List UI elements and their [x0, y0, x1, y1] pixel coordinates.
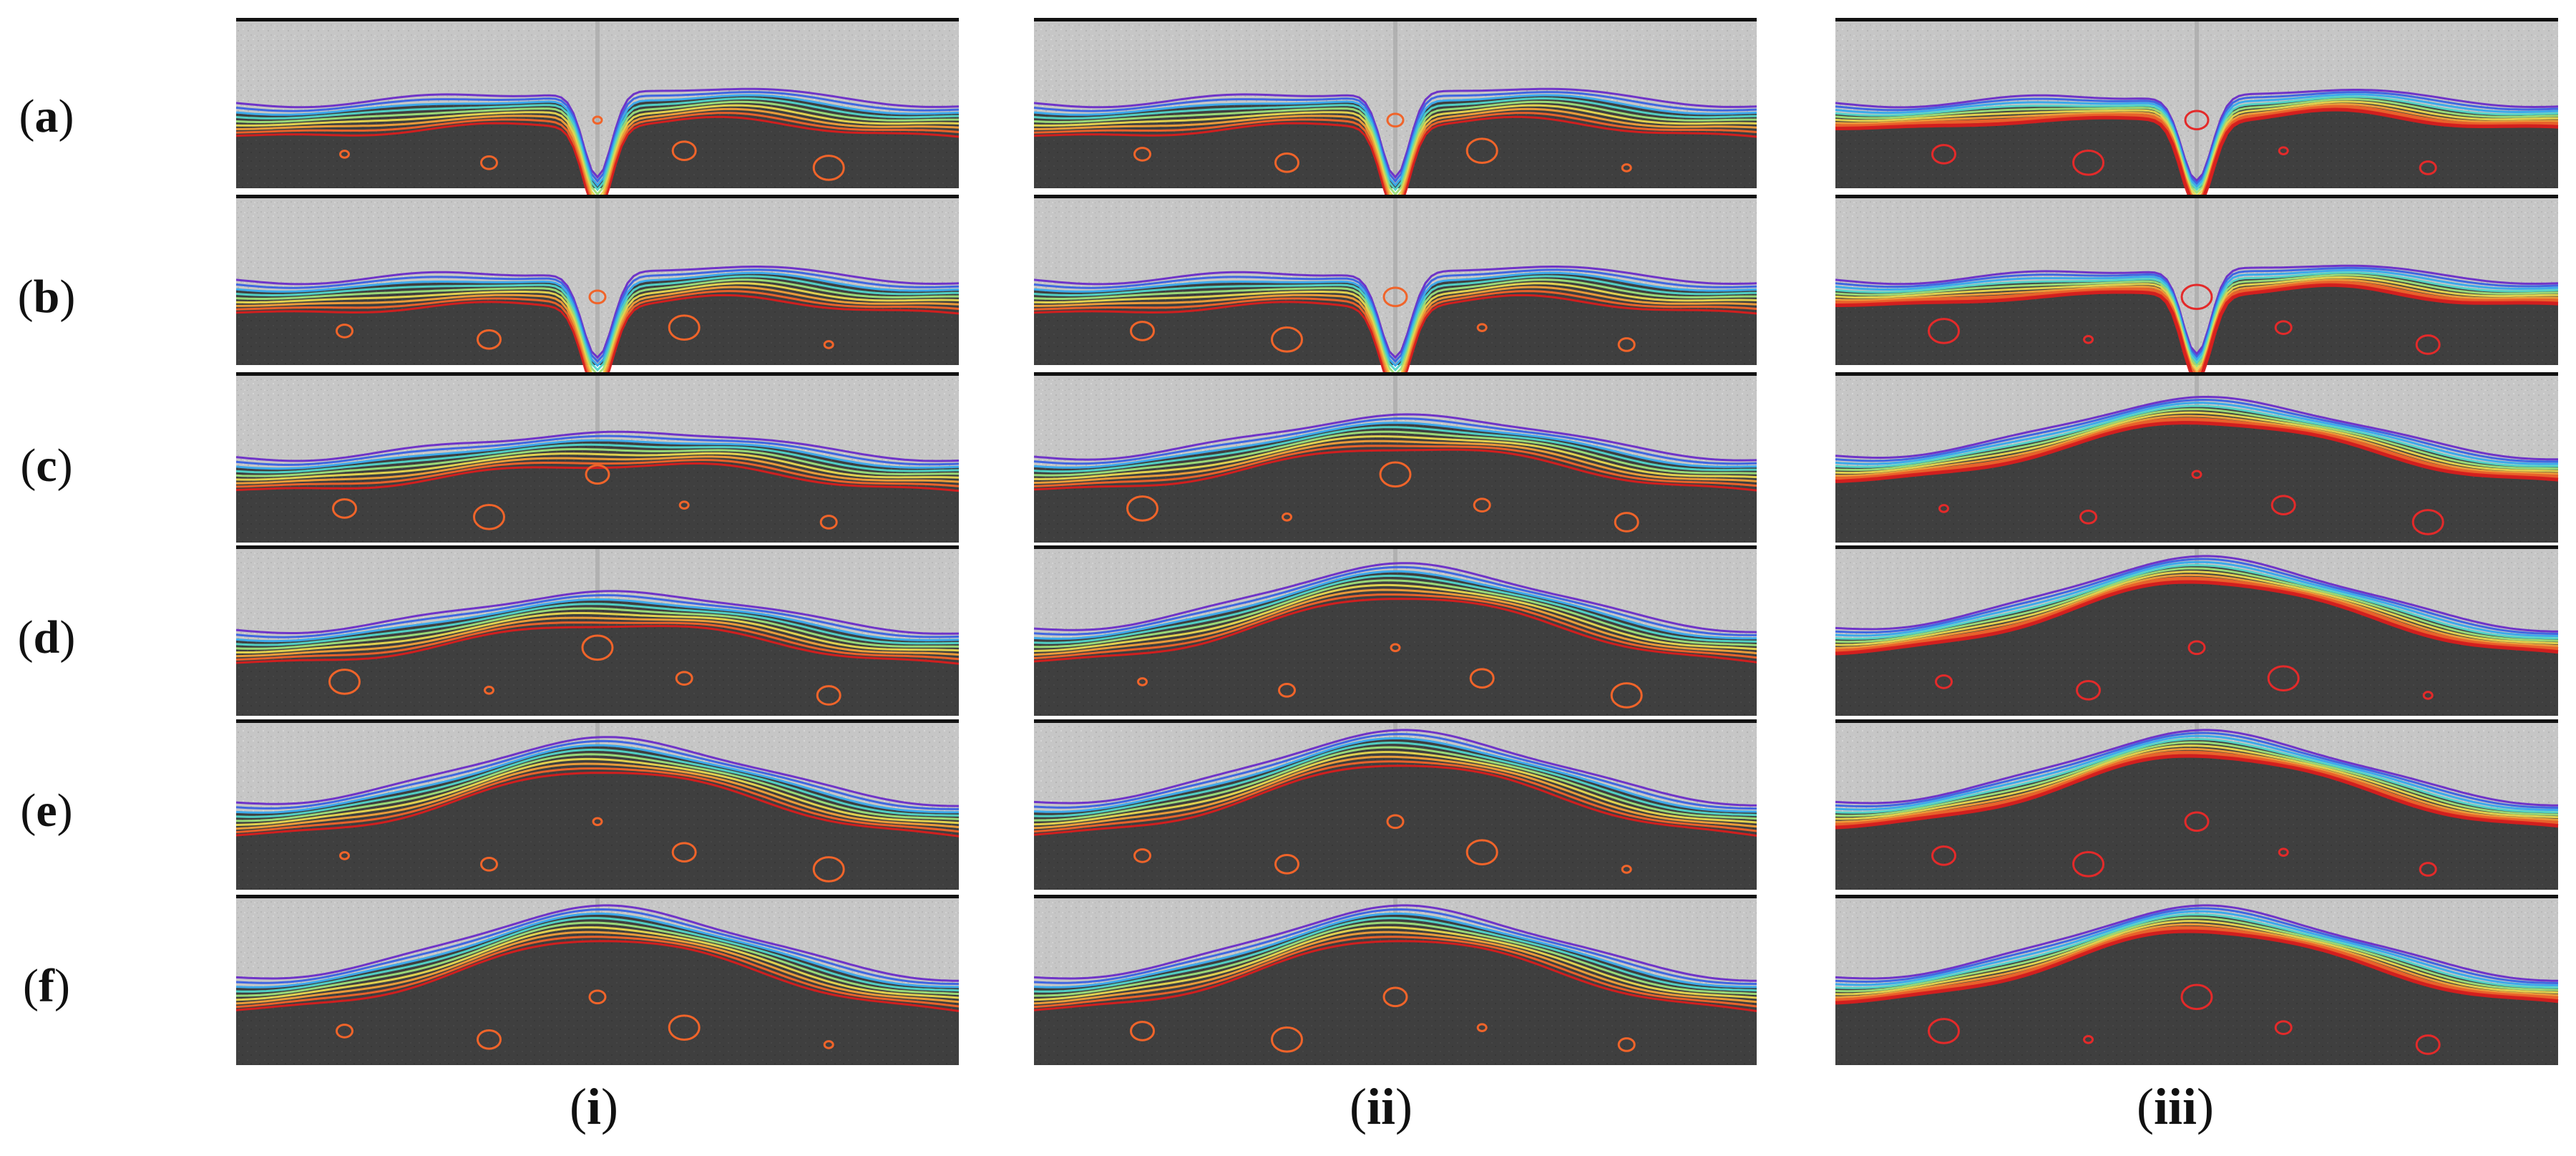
row-label-c: (c) [20, 439, 73, 492]
column-label-ii: (ii) [1350, 1078, 1413, 1135]
panel-r1-c1 [1033, 195, 1757, 395]
row-label-b: (b) [17, 271, 76, 323]
row-label-d: (d) [17, 611, 76, 664]
panel-r5-c0 [235, 895, 960, 1065]
panel-r2-c0 [235, 372, 960, 543]
row-label-f: (f) [23, 960, 70, 1012]
row-label-e: (e) [20, 785, 73, 837]
panel-r0-c1 [1033, 18, 1757, 215]
panel-r2-c2 [1835, 372, 2559, 543]
panel-r5-c1 [1033, 895, 1757, 1065]
panel-r4-c2 [1835, 719, 2559, 890]
panel-r0-c0 [235, 18, 960, 215]
panel-r5-c2 [1835, 895, 2559, 1065]
panel-r3-c2 [1835, 545, 2559, 716]
panel-r3-c1 [1033, 545, 1757, 716]
panel-r4-c1 [1033, 719, 1757, 890]
panel-r2-c1 [1033, 372, 1757, 543]
panel-r0-c2 [1835, 18, 2559, 210]
row-label-a: (a) [19, 90, 74, 142]
panel-r4-c0 [235, 719, 960, 890]
panel-r1-c2 [1835, 195, 2559, 383]
column-label-i: (i) [570, 1078, 618, 1135]
panel-r1-c0 [235, 195, 960, 395]
panel-r3-c0 [235, 545, 960, 716]
column-label-iii: (iii) [2137, 1078, 2214, 1135]
image-panel-grid [235, 18, 2559, 1065]
